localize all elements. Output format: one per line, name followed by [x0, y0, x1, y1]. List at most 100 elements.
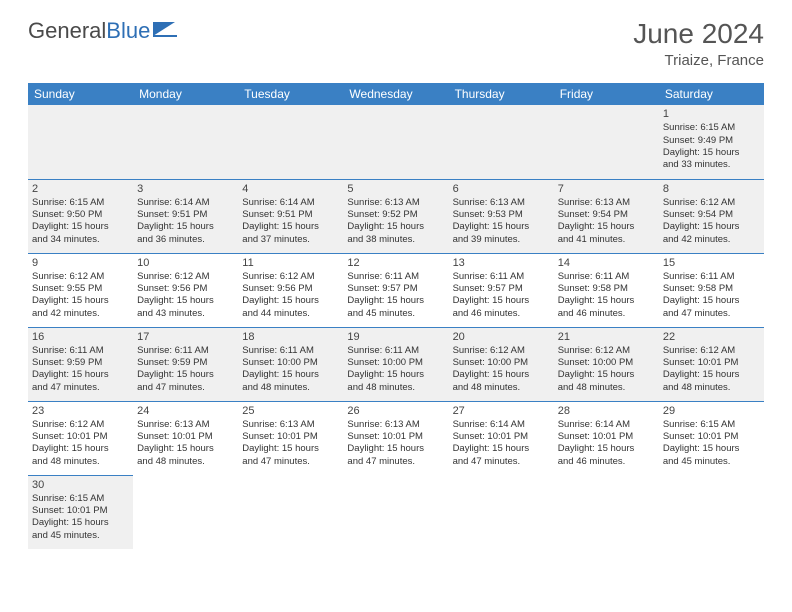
col-thursday: Thursday — [449, 83, 554, 105]
day-number: 6 — [453, 182, 550, 196]
sunset-text: Sunset: 10:01 PM — [663, 431, 760, 443]
sunset-text: Sunset: 10:00 PM — [347, 357, 444, 369]
sunrise-text: Sunrise: 6:11 AM — [347, 271, 444, 283]
calendar-cell: 6Sunrise: 6:13 AMSunset: 9:53 PMDaylight… — [449, 179, 554, 253]
day-number: 20 — [453, 330, 550, 344]
day-number: 17 — [137, 330, 234, 344]
daylight-text-2: and 46 minutes. — [558, 456, 655, 468]
day-number: 11 — [242, 256, 339, 270]
calendar-cell: 8Sunrise: 6:12 AMSunset: 9:54 PMDaylight… — [659, 179, 764, 253]
day-number: 19 — [347, 330, 444, 344]
daylight-text: Daylight: 15 hours — [663, 443, 760, 455]
calendar-cell — [343, 475, 448, 549]
col-saturday: Saturday — [659, 83, 764, 105]
daylight-text: Daylight: 15 hours — [663, 369, 760, 381]
calendar-cell: 27Sunrise: 6:14 AMSunset: 10:01 PMDaylig… — [449, 401, 554, 475]
sunrise-text: Sunrise: 6:15 AM — [32, 197, 129, 209]
calendar-cell — [238, 475, 343, 549]
sunset-text: Sunset: 10:01 PM — [242, 431, 339, 443]
daylight-text-2: and 47 minutes. — [663, 308, 760, 320]
daylight-text: Daylight: 15 hours — [32, 369, 129, 381]
day-number: 16 — [32, 330, 129, 344]
daylight-text-2: and 42 minutes. — [663, 234, 760, 246]
day-number: 27 — [453, 404, 550, 418]
daylight-text-2: and 34 minutes. — [32, 234, 129, 246]
calendar-week: 9Sunrise: 6:12 AMSunset: 9:55 PMDaylight… — [28, 253, 764, 327]
calendar-cell: 4Sunrise: 6:14 AMSunset: 9:51 PMDaylight… — [238, 179, 343, 253]
day-number: 3 — [137, 182, 234, 196]
daylight-text: Daylight: 15 hours — [558, 221, 655, 233]
sunrise-text: Sunrise: 6:13 AM — [347, 197, 444, 209]
calendar-cell: 13Sunrise: 6:11 AMSunset: 9:57 PMDayligh… — [449, 253, 554, 327]
calendar-cell: 28Sunrise: 6:14 AMSunset: 10:01 PMDaylig… — [554, 401, 659, 475]
calendar-cell — [554, 475, 659, 549]
daylight-text-2: and 43 minutes. — [137, 308, 234, 320]
daylight-text: Daylight: 15 hours — [242, 295, 339, 307]
day-number: 24 — [137, 404, 234, 418]
sunset-text: Sunset: 9:59 PM — [137, 357, 234, 369]
calendar-cell: 22Sunrise: 6:12 AMSunset: 10:01 PMDaylig… — [659, 327, 764, 401]
calendar-table: Sunday Monday Tuesday Wednesday Thursday… — [28, 83, 764, 549]
calendar-cell: 24Sunrise: 6:13 AMSunset: 10:01 PMDaylig… — [133, 401, 238, 475]
sunrise-text: Sunrise: 6:14 AM — [558, 419, 655, 431]
sunrise-text: Sunrise: 6:15 AM — [32, 493, 129, 505]
daylight-text-2: and 47 minutes. — [32, 382, 129, 394]
sunset-text: Sunset: 10:01 PM — [32, 431, 129, 443]
col-sunday: Sunday — [28, 83, 133, 105]
calendar-cell: 2Sunrise: 6:15 AMSunset: 9:50 PMDaylight… — [28, 179, 133, 253]
calendar-cell — [238, 105, 343, 179]
sunrise-text: Sunrise: 6:11 AM — [453, 271, 550, 283]
sunset-text: Sunset: 9:52 PM — [347, 209, 444, 221]
sunset-text: Sunset: 9:57 PM — [347, 283, 444, 295]
daylight-text-2: and 46 minutes. — [453, 308, 550, 320]
calendar-cell — [554, 105, 659, 179]
daylight-text-2: and 38 minutes. — [347, 234, 444, 246]
day-number: 4 — [242, 182, 339, 196]
sunrise-text: Sunrise: 6:12 AM — [558, 345, 655, 357]
sunset-text: Sunset: 10:00 PM — [242, 357, 339, 369]
calendar-cell: 18Sunrise: 6:11 AMSunset: 10:00 PMDaylig… — [238, 327, 343, 401]
sunset-text: Sunset: 9:49 PM — [663, 135, 760, 147]
daylight-text-2: and 41 minutes. — [558, 234, 655, 246]
calendar-cell: 16Sunrise: 6:11 AMSunset: 9:59 PMDayligh… — [28, 327, 133, 401]
sunset-text: Sunset: 9:54 PM — [663, 209, 760, 221]
daylight-text-2: and 47 minutes. — [347, 456, 444, 468]
sunset-text: Sunset: 9:55 PM — [32, 283, 129, 295]
logo-flag-icon — [153, 18, 179, 44]
daylight-text-2: and 48 minutes. — [32, 456, 129, 468]
day-number: 22 — [663, 330, 760, 344]
daylight-text-2: and 47 minutes. — [137, 382, 234, 394]
sunset-text: Sunset: 10:01 PM — [32, 505, 129, 517]
day-number: 13 — [453, 256, 550, 270]
col-monday: Monday — [133, 83, 238, 105]
calendar-cell: 9Sunrise: 6:12 AMSunset: 9:55 PMDaylight… — [28, 253, 133, 327]
title-block: June 2024 Triaize, France — [633, 18, 764, 69]
calendar-cell: 29Sunrise: 6:15 AMSunset: 10:01 PMDaylig… — [659, 401, 764, 475]
sunrise-text: Sunrise: 6:11 AM — [242, 345, 339, 357]
sunset-text: Sunset: 9:58 PM — [558, 283, 655, 295]
daylight-text-2: and 48 minutes. — [137, 456, 234, 468]
daylight-text: Daylight: 15 hours — [663, 295, 760, 307]
calendar-cell: 14Sunrise: 6:11 AMSunset: 9:58 PMDayligh… — [554, 253, 659, 327]
day-number: 1 — [663, 107, 760, 121]
daylight-text: Daylight: 15 hours — [137, 295, 234, 307]
daylight-text-2: and 45 minutes. — [32, 530, 129, 542]
day-number: 26 — [347, 404, 444, 418]
col-friday: Friday — [554, 83, 659, 105]
calendar-cell: 26Sunrise: 6:13 AMSunset: 10:01 PMDaylig… — [343, 401, 448, 475]
daylight-text: Daylight: 15 hours — [242, 369, 339, 381]
daylight-text: Daylight: 15 hours — [453, 295, 550, 307]
sunrise-text: Sunrise: 6:14 AM — [137, 197, 234, 209]
col-wednesday: Wednesday — [343, 83, 448, 105]
daylight-text: Daylight: 15 hours — [347, 443, 444, 455]
day-header-row: Sunday Monday Tuesday Wednesday Thursday… — [28, 83, 764, 105]
sunset-text: Sunset: 9:53 PM — [453, 209, 550, 221]
day-number: 25 — [242, 404, 339, 418]
sunrise-text: Sunrise: 6:12 AM — [137, 271, 234, 283]
day-number: 23 — [32, 404, 129, 418]
daylight-text: Daylight: 15 hours — [347, 369, 444, 381]
logo-text-2: Blue — [106, 18, 150, 44]
calendar-cell: 1Sunrise: 6:15 AMSunset: 9:49 PMDaylight… — [659, 105, 764, 179]
daylight-text: Daylight: 15 hours — [558, 369, 655, 381]
sunset-text: Sunset: 10:01 PM — [137, 431, 234, 443]
